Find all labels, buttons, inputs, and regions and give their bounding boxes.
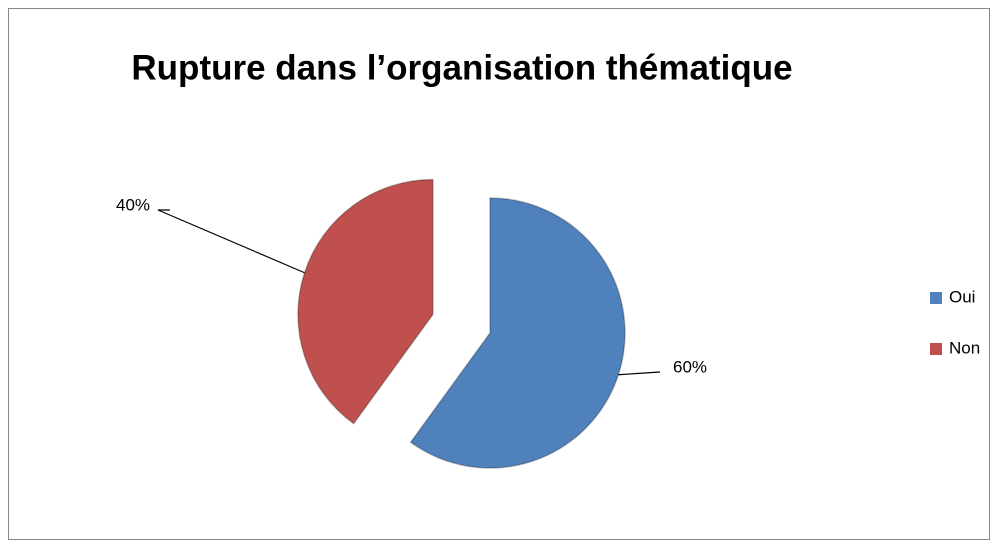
pie-slice [297, 178, 434, 425]
legend-swatch [930, 343, 942, 355]
legend-swatch [930, 292, 942, 304]
data-label: 40% [116, 195, 150, 214]
chart-title: Rupture dans l’organisation thématique [131, 48, 792, 87]
leader-line [618, 371, 661, 376]
pie-slice [409, 197, 626, 469]
data-label: 60% [673, 357, 707, 376]
legend-label: Oui [949, 287, 975, 306]
legend-label: Non [949, 338, 980, 357]
leader-line [157, 209, 305, 274]
